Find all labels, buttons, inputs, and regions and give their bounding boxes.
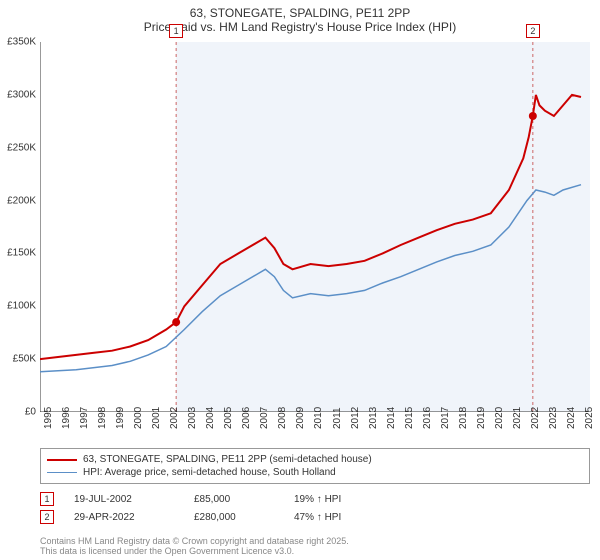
xtick-label: 2006 <box>241 407 252 429</box>
xtick-label: 2012 <box>350 407 361 429</box>
ytick-label: £50K <box>0 354 36 365</box>
title-block: 63, STONEGATE, SPALDING, PE11 2PP Price … <box>0 0 600 38</box>
chart-area: £0£50K£100K£150K£200K£250K£300K£350K 199… <box>40 42 590 412</box>
xtick-label: 2011 <box>332 407 343 429</box>
event-date: 19-JUL-2002 <box>74 494 174 505</box>
xtick-label: 2005 <box>223 407 234 429</box>
xtick-label: 1999 <box>115 407 126 429</box>
legend-label: 63, STONEGATE, SPALDING, PE11 2PP (semi-… <box>83 454 372 465</box>
ytick-label: £250K <box>0 142 36 153</box>
xtick-label: 1997 <box>79 407 90 429</box>
ytick-label: £0 <box>0 407 36 418</box>
xtick-label: 2009 <box>295 407 306 429</box>
chart-container: 63, STONEGATE, SPALDING, PE11 2PP Price … <box>0 0 600 560</box>
attribution-line1: Contains HM Land Registry data © Crown c… <box>40 536 349 546</box>
xtick-label: 2016 <box>422 407 433 429</box>
plot-svg <box>40 42 590 412</box>
event-num: 2 <box>40 510 54 524</box>
ytick-label: £100K <box>0 301 36 312</box>
xtick-label: 2025 <box>584 407 595 429</box>
xtick-label: 1995 <box>43 407 54 429</box>
xtick-label: 1996 <box>61 407 72 429</box>
sale-marker-2: 2 <box>526 24 540 38</box>
ytick-label: £300K <box>0 89 36 100</box>
xtick-label: 2008 <box>277 407 288 429</box>
events-table: 1 19-JUL-2002 £85,000 19% ↑ HPI 2 29-APR-2022… <box>40 490 590 526</box>
event-price: £280,000 <box>194 512 274 523</box>
xtick-label: 2001 <box>151 407 162 429</box>
xtick-label: 2024 <box>566 407 577 429</box>
attribution-line2: This data is licensed under the Open Gov… <box>40 546 349 556</box>
xtick-label: 2000 <box>133 407 144 429</box>
xtick-label: 2010 <box>313 407 324 429</box>
legend: 63, STONEGATE, SPALDING, PE11 2PP (semi-… <box>40 448 590 484</box>
legend-swatch <box>47 459 77 461</box>
xtick-label: 2018 <box>458 407 469 429</box>
event-row: 1 19-JUL-2002 £85,000 19% ↑ HPI <box>40 490 590 508</box>
ytick-label: £150K <box>0 248 36 259</box>
event-delta: 47% ↑ HPI <box>294 512 341 523</box>
sale-marker-1: 1 <box>169 24 183 38</box>
xtick-label: 2003 <box>187 407 198 429</box>
event-date: 29-APR-2022 <box>74 512 174 523</box>
xtick-label: 2019 <box>476 407 487 429</box>
legend-swatch <box>47 472 77 474</box>
attribution: Contains HM Land Registry data © Crown c… <box>40 536 349 556</box>
xtick-label: 2002 <box>169 407 180 429</box>
ytick-label: £200K <box>0 195 36 206</box>
event-num: 1 <box>40 492 54 506</box>
xtick-label: 1998 <box>97 407 108 429</box>
xtick-label: 2021 <box>512 407 523 429</box>
legend-row: 63, STONEGATE, SPALDING, PE11 2PP (semi-… <box>47 453 583 466</box>
xtick-label: 2017 <box>440 407 451 429</box>
xtick-label: 2014 <box>386 407 397 429</box>
xtick-label: 2007 <box>259 407 270 429</box>
xtick-label: 2023 <box>548 407 559 429</box>
title-line2: Price paid vs. HM Land Registry's House … <box>0 20 600 34</box>
event-row: 2 29-APR-2022 £280,000 47% ↑ HPI <box>40 508 590 526</box>
xtick-label: 2013 <box>368 407 379 429</box>
xtick-label: 2022 <box>530 407 541 429</box>
event-delta: 19% ↑ HPI <box>294 494 341 505</box>
legend-label: HPI: Average price, semi-detached house,… <box>83 467 336 478</box>
event-price: £85,000 <box>194 494 274 505</box>
title-line1: 63, STONEGATE, SPALDING, PE11 2PP <box>0 6 600 20</box>
xtick-label: 2020 <box>494 407 505 429</box>
xtick-label: 2015 <box>404 407 415 429</box>
xtick-label: 2004 <box>205 407 216 429</box>
ytick-label: £350K <box>0 37 36 48</box>
legend-row: HPI: Average price, semi-detached house,… <box>47 466 583 479</box>
